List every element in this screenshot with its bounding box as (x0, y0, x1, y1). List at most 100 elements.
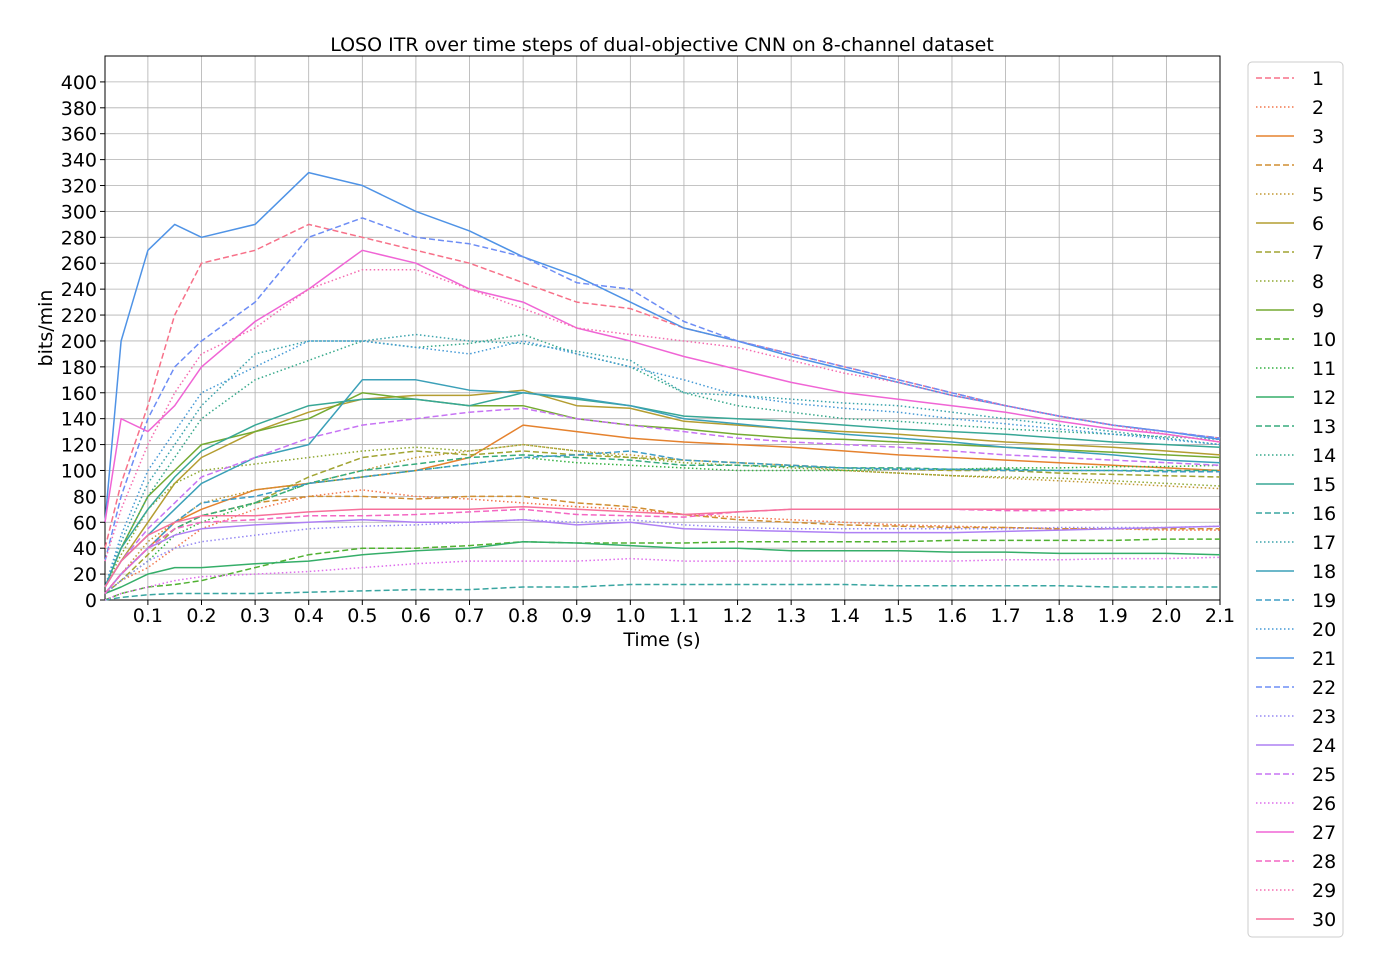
chart-title: LOSO ITR over time steps of dual-objecti… (330, 34, 994, 56)
series-line-2 (104, 489, 1220, 595)
series-line-20 (104, 340, 1221, 588)
series-line-17 (104, 333, 1221, 588)
x-tick-label: 0.2 (186, 605, 216, 627)
x-tick-label: 1.7 (990, 605, 1020, 627)
series-line-18 (104, 379, 1221, 588)
y-tick-label: 320 (61, 176, 97, 198)
x-tick-label: 1.6 (937, 605, 967, 627)
legend-label-10: 10 (1312, 329, 1336, 351)
series-line-24 (104, 518, 1221, 594)
legend-label-18: 18 (1312, 561, 1336, 583)
legend-label-21: 21 (1312, 648, 1336, 670)
legend-label-29: 29 (1312, 880, 1336, 902)
y-tick-label: 260 (61, 253, 97, 275)
x-tick-label: 2.0 (1151, 605, 1181, 627)
y-tick-label: 300 (61, 201, 97, 223)
series-line-19 (104, 450, 1220, 594)
legend-label-7: 7 (1312, 242, 1324, 264)
y-tick-labels: 0 20 40 60 80 100 120 140 160 180 200 220 240 260 280 3… (61, 72, 105, 612)
series-line-9 (104, 392, 1221, 588)
legend-label-24: 24 (1312, 735, 1336, 757)
series-line-10 (104, 538, 1220, 601)
legend: 1234567891011121314151617181920212223242… (1247, 61, 1344, 938)
legend-label-15: 15 (1312, 474, 1336, 496)
series-line-27 (104, 249, 1221, 523)
legend-label-2: 2 (1312, 97, 1324, 119)
series-line-1 (104, 223, 1221, 549)
y-tick-label: 340 (61, 150, 97, 172)
legend-label-28: 28 (1312, 851, 1336, 873)
x-axis-label: Time (s) (622, 629, 700, 651)
y-tick-label: 360 (61, 124, 97, 146)
y-tick-label: 140 (61, 409, 97, 431)
y-tick-label: 160 (61, 383, 97, 405)
y-tick-label: 180 (61, 357, 97, 379)
series-line-25 (104, 407, 1221, 588)
x-tick-label: 0.5 (347, 605, 377, 627)
legend-label-17: 17 (1312, 532, 1336, 554)
series-line-16 (104, 583, 1220, 601)
plot-frame (104, 55, 1221, 601)
legend-label-30: 30 (1312, 909, 1336, 931)
y-tick-label: 200 (61, 331, 97, 353)
x-tick-label: 0.8 (508, 605, 538, 627)
x-tick-label: 2.1 (1205, 605, 1235, 627)
legend-label-22: 22 (1312, 677, 1336, 699)
series-line-29 (104, 268, 1221, 562)
x-tick-label: 0.1 (133, 605, 163, 627)
legend-label-26: 26 (1312, 793, 1336, 815)
x-tick-label: 0.4 (294, 605, 324, 627)
legend-label-20: 20 (1312, 619, 1336, 641)
x-tick-label: 0.3 (240, 605, 270, 627)
x-tick-label: 1.2 (722, 605, 752, 627)
legend-label-16: 16 (1312, 503, 1336, 525)
y-tick-label: 80 (73, 486, 97, 508)
y-tick-label: 380 (61, 98, 97, 120)
legend-label-9: 9 (1312, 300, 1324, 322)
series-lines (104, 171, 1221, 601)
y-tick-label: 220 (61, 305, 97, 327)
legend-label-8: 8 (1312, 271, 1324, 293)
series-line-6 (104, 389, 1221, 588)
y-tick-label: 120 (61, 435, 97, 457)
x-tick-label: 0.6 (401, 605, 431, 627)
series-line-28 (104, 508, 1220, 594)
legend-label-13: 13 (1312, 416, 1336, 438)
series-line-8 (104, 443, 1221, 588)
legend-label-14: 14 (1312, 445, 1336, 467)
series-line-26 (104, 556, 1221, 601)
legend-label-11: 11 (1312, 358, 1336, 380)
x-tick-label: 1.9 (1098, 605, 1128, 627)
x-tick-label: 0.7 (454, 605, 484, 627)
series-line-30 (104, 505, 1220, 588)
x-tick-label: 1.1 (669, 605, 699, 627)
legend-label-6: 6 (1312, 213, 1324, 235)
series-line-15 (104, 392, 1221, 588)
legend-label-5: 5 (1312, 184, 1324, 206)
series-line-3 (104, 424, 1221, 594)
y-tick-label: 240 (61, 279, 97, 301)
y-tick-label: 40 (73, 538, 97, 560)
series-line-13 (104, 454, 1220, 594)
x-tick-label: 1.4 (830, 605, 860, 627)
series-line-22 (104, 217, 1221, 562)
y-tick-label: 60 (73, 512, 97, 534)
x-tick-label: 1.3 (776, 605, 806, 627)
y-tick-label: 400 (61, 72, 97, 94)
legend-box (1247, 61, 1344, 938)
x-tick-label: 1.8 (1044, 605, 1074, 627)
legend-label-23: 23 (1312, 706, 1336, 728)
x-tick-labels: 0.1 0.2 0.3 0.4 0.5 0.6 0.7 0.8 0.9 1.0 1.1 1.2 1.3 1… (133, 600, 1235, 627)
x-tick-label: 1.0 (615, 605, 645, 627)
legend-label-1: 1 (1312, 68, 1324, 90)
legend-label-4: 4 (1312, 155, 1324, 177)
legend-label-27: 27 (1312, 822, 1336, 844)
legend-label-3: 3 (1312, 126, 1324, 148)
y-tick-label: 0 (85, 590, 97, 612)
legend-label-25: 25 (1312, 764, 1336, 786)
y-axis-label: bits/min (35, 290, 57, 367)
series-line-12 (104, 540, 1221, 595)
x-tick-label: 1.5 (883, 605, 913, 627)
legend-label-19: 19 (1312, 590, 1336, 612)
